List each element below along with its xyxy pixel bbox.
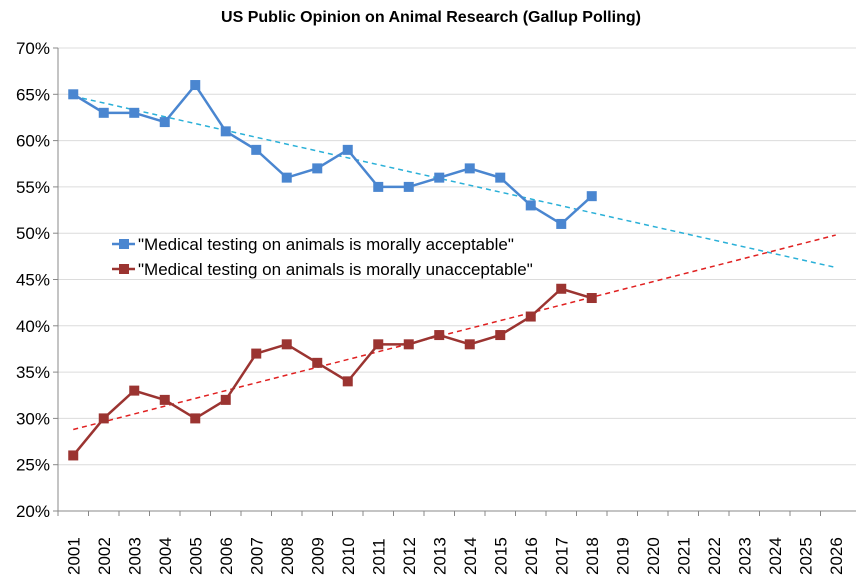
legend-marker xyxy=(119,239,129,249)
y-tick-label: 20% xyxy=(16,502,50,521)
legend-label: "Medical testing on animals is morally u… xyxy=(138,260,533,279)
data-point xyxy=(129,385,140,396)
data-point xyxy=(403,181,414,192)
x-tick-label: 2020 xyxy=(644,537,663,575)
x-tick-label: 2017 xyxy=(552,537,571,575)
data-point xyxy=(373,181,384,192)
data-point xyxy=(342,376,353,387)
x-tick-label: 2009 xyxy=(308,537,327,575)
data-point xyxy=(556,283,567,294)
data-point xyxy=(464,163,475,174)
x-tick-label: 2014 xyxy=(461,537,480,575)
x-tick-label: 2005 xyxy=(186,537,205,575)
x-tick-label: 2025 xyxy=(796,537,815,575)
x-tick-label: 2008 xyxy=(278,537,297,575)
data-point xyxy=(251,348,262,359)
x-tick-label: 2021 xyxy=(674,537,693,575)
y-axis-ticks: 20% 25% 30% 35% 40% 45% 50% 55% 60% 65% 70% xyxy=(16,39,58,521)
x-tick-label: 2007 xyxy=(247,537,266,575)
x-tick-label: 2019 xyxy=(613,537,632,575)
y-tick-label: 65% xyxy=(16,85,50,104)
legend: "Medical testing on animals is morally a… xyxy=(112,235,533,279)
x-tick-label: 2018 xyxy=(583,537,602,575)
x-tick-label: 2011 xyxy=(369,538,388,575)
data-point xyxy=(251,144,262,155)
data-point xyxy=(373,339,384,350)
data-point xyxy=(68,450,79,461)
data-point xyxy=(434,172,445,183)
trendlines xyxy=(73,95,836,431)
data-point xyxy=(464,339,475,350)
data-point xyxy=(312,357,323,368)
data-point xyxy=(586,293,597,304)
x-tick-label: 2023 xyxy=(735,537,754,575)
x-axis-ticks: 2001 2002 2003 2004 2005 2006 2007 2008 2009 2010… xyxy=(57,511,846,575)
data-point xyxy=(159,117,170,128)
trendline xyxy=(73,95,836,269)
x-tick-label: 2024 xyxy=(766,537,785,575)
x-tick-label: 2022 xyxy=(705,537,724,575)
series-line xyxy=(72,82,593,226)
data-point xyxy=(312,163,323,174)
x-tick-label: 2003 xyxy=(125,537,144,575)
data-point xyxy=(98,107,109,118)
data-point xyxy=(556,218,567,229)
data-point xyxy=(586,191,597,202)
legend-marker xyxy=(119,264,129,274)
y-tick-label: 55% xyxy=(16,178,50,197)
data-point xyxy=(525,200,536,211)
y-tick-label: 50% xyxy=(16,224,50,243)
series xyxy=(68,80,597,461)
y-tick-label: 40% xyxy=(16,317,50,336)
x-tick-label: 2006 xyxy=(217,537,236,575)
series-line xyxy=(72,287,593,457)
data-point xyxy=(190,80,201,91)
data-point xyxy=(434,330,445,341)
data-point xyxy=(342,144,353,155)
data-point xyxy=(525,311,536,322)
data-point xyxy=(129,107,140,118)
x-tick-label: 2013 xyxy=(430,537,449,575)
x-tick-label: 2002 xyxy=(95,537,114,575)
data-point xyxy=(281,172,292,183)
y-tick-label: 25% xyxy=(16,456,50,475)
data-point xyxy=(98,413,109,424)
y-tick-label: 70% xyxy=(16,39,50,58)
data-point xyxy=(403,339,414,350)
x-tick-label: 2016 xyxy=(522,537,541,575)
data-point xyxy=(495,330,506,341)
data-point xyxy=(190,413,201,424)
y-tick-label: 30% xyxy=(16,409,50,428)
legend-label: "Medical testing on animals is morally a… xyxy=(138,235,514,254)
x-tick-label: 2010 xyxy=(339,537,358,575)
y-tick-label: 35% xyxy=(16,363,50,382)
x-tick-label: 2026 xyxy=(827,537,846,575)
x-tick-label: 2015 xyxy=(491,537,510,575)
x-tick-label: 2012 xyxy=(400,537,419,575)
chart-title: US Public Opinion on Animal Research (Ga… xyxy=(221,9,641,26)
data-point xyxy=(281,339,292,350)
data-point xyxy=(68,89,79,100)
x-tick-label: 2004 xyxy=(156,537,175,575)
data-point xyxy=(220,394,231,405)
y-tick-label: 60% xyxy=(16,132,50,151)
data-point xyxy=(159,394,170,405)
gridlines xyxy=(57,47,856,512)
x-tick-label: 2001 xyxy=(64,537,83,575)
data-point xyxy=(495,172,506,183)
data-point xyxy=(220,126,231,137)
y-tick-label: 45% xyxy=(16,271,50,290)
